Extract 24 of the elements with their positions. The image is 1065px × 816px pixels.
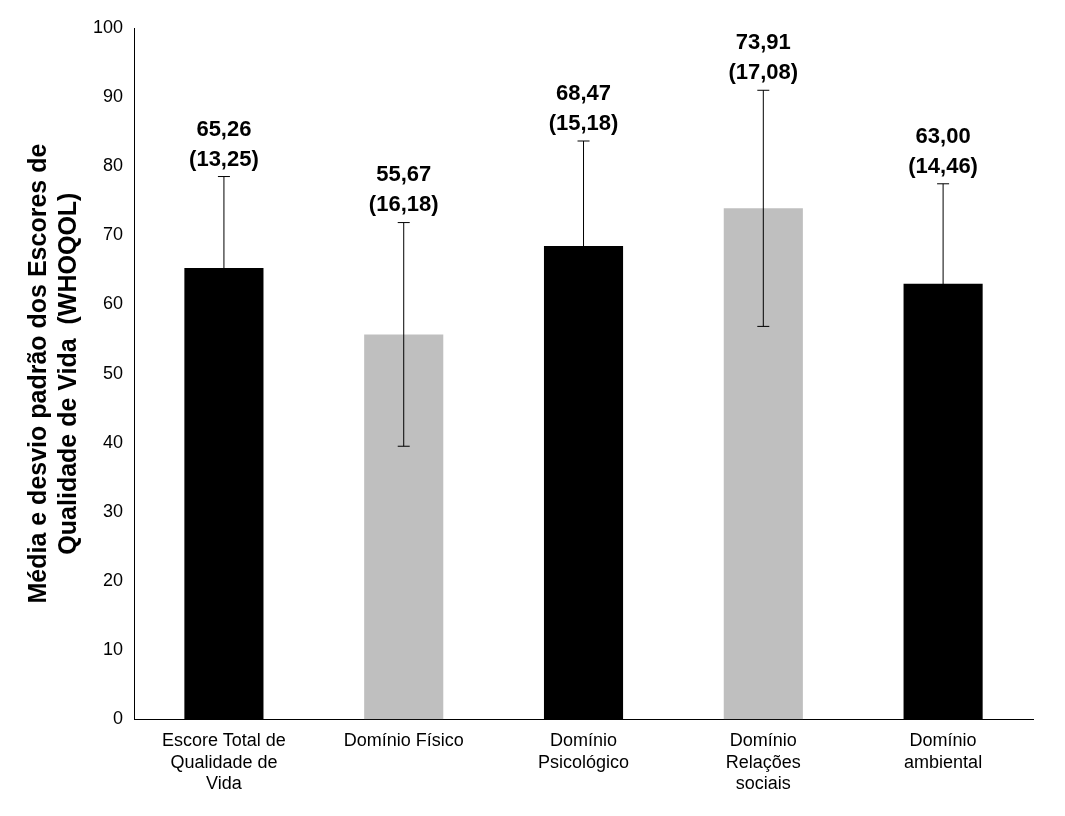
y-tick-label: 0 bbox=[113, 708, 124, 729]
y-tick-label: 20 bbox=[103, 569, 124, 590]
y-tick-label: 60 bbox=[103, 293, 124, 314]
y-tick-label: 30 bbox=[103, 500, 124, 521]
x-tick-label: Escore Total de Qualidade de Vida bbox=[162, 729, 286, 794]
y-tick-label: 70 bbox=[103, 224, 124, 245]
annotation: 55,67 (16,18) bbox=[368, 161, 439, 217]
x-tick-label: Domínio ambiental bbox=[904, 729, 983, 772]
y-axis-title: Média e desvio padrão dos Escores de Qualidade de Vida (WHOQOL) bbox=[22, 143, 81, 604]
y-tick-label: 90 bbox=[103, 86, 124, 107]
x-tick-label: Domínio Relações sociais bbox=[725, 729, 801, 794]
annotation: 68,47 (15,18) bbox=[548, 79, 619, 135]
x-tick-label: Domínio Psicológico bbox=[537, 729, 630, 772]
y-tick-label: 100 bbox=[92, 16, 124, 37]
x-tick-label: Domínio Físico bbox=[343, 729, 464, 750]
bar bbox=[723, 208, 803, 720]
annotation: 65,26 (13,25) bbox=[189, 115, 259, 171]
y-tick-label: 80 bbox=[103, 155, 124, 176]
y-tick-label: 40 bbox=[103, 431, 124, 452]
y-tick-label: 50 bbox=[103, 362, 124, 383]
y-tick-label: 10 bbox=[103, 639, 124, 660]
annotation: 63,00 (14,46) bbox=[908, 122, 978, 178]
annotation: 73,91 (17,08) bbox=[728, 29, 799, 85]
bar bbox=[364, 334, 444, 720]
